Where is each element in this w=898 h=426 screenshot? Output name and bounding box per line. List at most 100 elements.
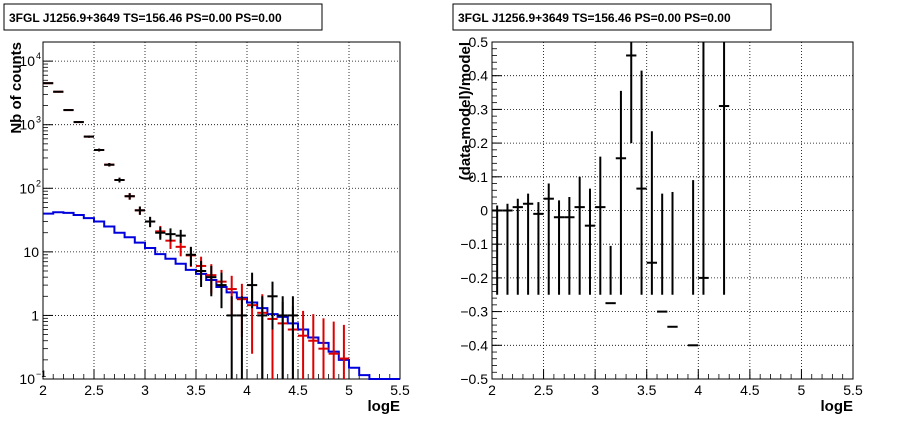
y-tick-label: −0.3 [460, 304, 488, 320]
data-point [657, 193, 668, 313]
x-tick-label: 5 [798, 382, 806, 398]
y-tick-exponent: −1 [36, 369, 46, 379]
data-point [63, 109, 74, 112]
data-point [318, 318, 329, 379]
x-axis-label: logE [368, 398, 401, 415]
data-point [73, 121, 84, 124]
data-point [236, 296, 247, 379]
data-point [277, 296, 288, 379]
x-tick-label: 3.5 [637, 382, 657, 398]
y-tick-label: 0.3 [469, 101, 489, 117]
y-tick-label: −0.5 [460, 371, 488, 387]
data-point [287, 296, 298, 379]
y-tick-label: 10 [19, 53, 35, 69]
y-tick-label: 0.5 [469, 34, 489, 50]
y-tick-label: 0.1 [469, 169, 489, 185]
x-tick-label: 5.5 [390, 382, 410, 398]
data-point [247, 272, 258, 309]
data-point [584, 188, 596, 295]
data-point [114, 177, 125, 183]
x-tick-label: 2.5 [84, 382, 104, 398]
data-point [257, 296, 268, 379]
y-tick-exponent: 4 [36, 51, 41, 61]
x-tick-label: 5.5 [843, 382, 863, 398]
data-point [308, 314, 319, 379]
y-tick-label: −0.1 [460, 236, 488, 252]
series-1 [492, 42, 730, 347]
x-tick-label: 4.5 [288, 382, 308, 398]
title-text: 3FGL J1256.9+3649 TS=156.46 PS=0.00 PS=0… [458, 11, 731, 25]
data-point [145, 216, 156, 228]
y-axis-label: (data-model)/model [457, 42, 474, 180]
data-point [155, 227, 166, 240]
data-point [574, 176, 585, 295]
x-tick-label: 2 [488, 382, 496, 398]
data-point [328, 321, 339, 379]
data-point [53, 90, 64, 93]
y-tick-label: 10 [19, 180, 35, 196]
data-point [667, 191, 678, 328]
data-point [338, 324, 349, 379]
data-point [83, 135, 94, 138]
data-point [196, 260, 207, 288]
series-1 [43, 211, 400, 380]
data-point [512, 198, 523, 295]
x-tick-label: 5 [345, 382, 353, 398]
x-tick-label: 3.5 [186, 382, 206, 398]
data-point [492, 205, 503, 295]
data-point [206, 265, 217, 297]
y-tick-exponent: 2 [36, 178, 41, 188]
data-point [185, 246, 196, 266]
data-point [564, 197, 575, 295]
x-tick-label: 3 [591, 382, 599, 398]
x-tick-label: 4 [694, 382, 702, 398]
title-text: 3FGL J1256.9+3649 TS=156.46 PS=0.00 PS=0… [9, 11, 282, 25]
x-tick-label: 2.5 [534, 382, 554, 398]
y-tick-label: −0.2 [460, 270, 488, 286]
y-tick-label: 10 [23, 244, 39, 260]
data-point [104, 162, 115, 167]
title-box [452, 3, 772, 31]
data-point [298, 310, 309, 379]
chart-panel-2: 2 2.5 3 3.5 4 4.5 5 5.5 −0.5 −0.4 −0.3 −0.2 −0.1 0 0.1… [452, 3, 863, 415]
y-tick-label: 10 [19, 371, 35, 387]
data-point [175, 229, 186, 243]
data-point [553, 200, 565, 295]
data-point [226, 296, 237, 379]
data-point [134, 206, 145, 215]
data-point [533, 202, 544, 295]
data-point [718, 42, 730, 295]
model-step-line [43, 211, 400, 380]
data-point [636, 70, 647, 295]
data-point [43, 82, 54, 85]
y-axis-label: Nb of counts [8, 42, 25, 134]
x-tick-label: 4.5 [740, 382, 760, 398]
data-point [626, 42, 637, 144]
y-tick-label: 0.4 [469, 68, 489, 84]
data-point [124, 193, 135, 200]
plot-frame [42, 41, 401, 380]
data-point [267, 281, 278, 330]
x-tick-label: 4 [243, 382, 251, 398]
series-3 [43, 82, 298, 379]
data-point [698, 42, 709, 295]
y-tick-exponent: 3 [36, 115, 41, 125]
data-point [502, 203, 513, 295]
data-point [165, 228, 176, 242]
x-axis-label: logE [821, 398, 854, 415]
data-point [595, 156, 606, 295]
data-point [543, 183, 554, 295]
x-tick-label: 3 [141, 382, 149, 398]
y-tick-label: −0.4 [460, 337, 488, 353]
y-tick-label: 0 [480, 203, 488, 219]
y-tick-label: 10 [19, 117, 35, 133]
data-point [216, 272, 227, 309]
data-point [687, 180, 699, 347]
data-point [94, 148, 105, 152]
title-box [3, 3, 323, 31]
data-point [646, 131, 658, 295]
data-point [605, 245, 616, 305]
data-point [522, 193, 534, 295]
